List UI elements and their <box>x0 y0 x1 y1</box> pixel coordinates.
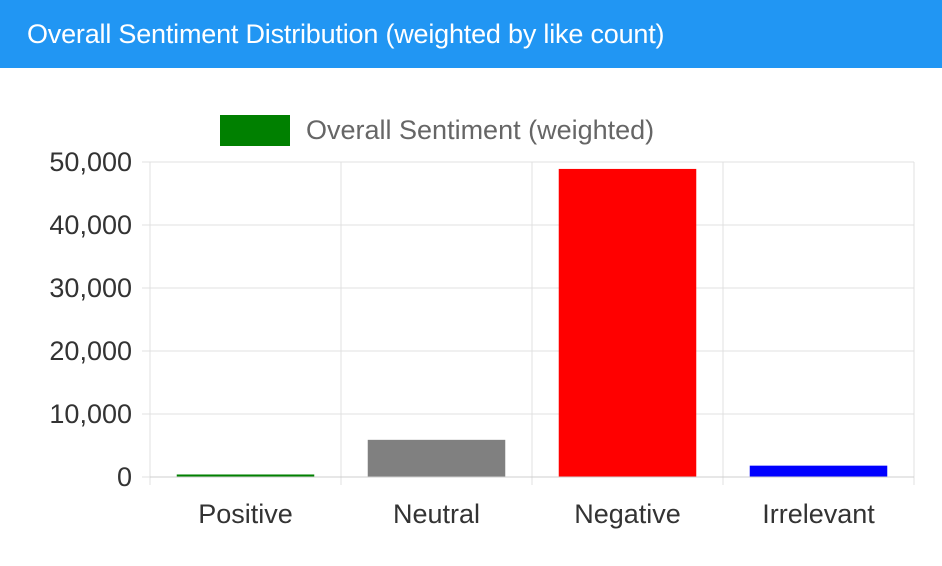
y-tick-label: 40,000 <box>49 210 132 240</box>
chart-area: 0 10,000 20,000 30,000 40,000 50,000 Positive N… <box>0 68 942 566</box>
bar-irrelevant <box>749 465 888 477</box>
x-tick-label: Irrelevant <box>762 499 875 529</box>
x-tick-label: Positive <box>198 499 293 529</box>
bar-neutral <box>367 439 506 477</box>
y-tick-label: 50,000 <box>49 147 132 177</box>
chart-card-header: Overall Sentiment Distribution (weighted… <box>0 0 942 68</box>
legend-label: Overall Sentiment (weighted) <box>306 115 654 145</box>
y-tick-label: 20,000 <box>49 336 132 366</box>
x-tick-label: Neutral <box>393 499 480 529</box>
chart-title: Overall Sentiment Distribution (weighted… <box>27 18 665 49</box>
bar-positive <box>176 474 315 477</box>
y-tick-label: 30,000 <box>49 273 132 303</box>
x-tick-label: Negative <box>574 499 681 529</box>
y-tick-label: 0 <box>117 462 132 492</box>
legend-swatch <box>220 115 290 146</box>
y-tick-label: 10,000 <box>49 399 132 429</box>
bar-chart: 0 10,000 20,000 30,000 40,000 50,000 Positive N… <box>49 115 915 529</box>
bar-negative <box>558 168 697 477</box>
